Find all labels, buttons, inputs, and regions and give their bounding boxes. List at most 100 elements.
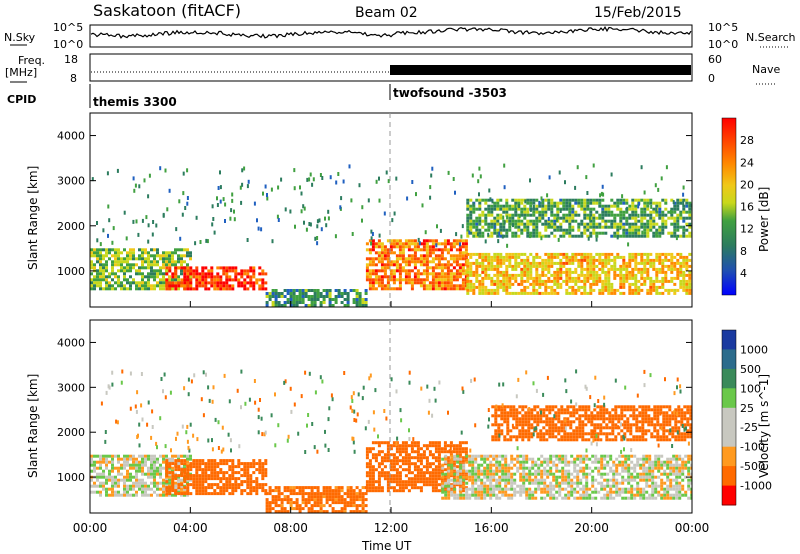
heatmap-cell — [559, 228, 563, 232]
heatmap-cell — [576, 472, 580, 476]
heatmap-cell — [586, 198, 590, 202]
heatmap-cell — [316, 224, 319, 229]
heatmap-cell — [498, 460, 502, 464]
heatmap-cell — [484, 267, 488, 271]
heatmap-cell — [201, 483, 205, 487]
heatmap-cell — [364, 510, 368, 513]
heatmap-cell — [461, 284, 465, 288]
heatmap-cell — [398, 444, 402, 448]
heatmap-cell — [576, 481, 580, 485]
heatmap-cell — [159, 493, 162, 497]
heatmap-cell — [298, 507, 302, 511]
heatmap-cell — [502, 258, 506, 262]
heatmap-cell — [534, 481, 538, 485]
heatmap-cell — [458, 239, 462, 243]
heatmap-cell — [111, 475, 114, 479]
heatmap-cell — [490, 219, 494, 223]
heatmap-cell — [580, 204, 584, 208]
heatmap-cell — [540, 469, 544, 473]
heatmap-cell — [643, 213, 647, 217]
heatmap-cell — [538, 219, 542, 223]
heatmap-cell — [368, 468, 372, 472]
heatmap-cell — [428, 480, 432, 484]
heatmap-cell — [413, 456, 417, 460]
heatmap-cell — [499, 207, 503, 211]
heatmap-cell — [274, 289, 278, 292]
heatmap-cell — [289, 292, 293, 295]
heatmap-cell — [153, 484, 156, 488]
heatmap-cell — [640, 216, 644, 220]
heatmap-cell — [585, 490, 589, 494]
heatmap-cell — [499, 213, 503, 217]
heatmap-cell — [298, 492, 302, 496]
heatmap-cell — [600, 481, 604, 485]
heatmap-cell — [543, 481, 547, 485]
heatmap-cell — [682, 255, 686, 259]
heatmap-cell — [389, 260, 393, 264]
heatmap-cell — [313, 510, 317, 513]
heatmap-cell — [652, 282, 656, 286]
heatmap-cell — [368, 287, 372, 291]
heatmap-cell — [447, 472, 451, 476]
heatmap-cell — [679, 255, 683, 259]
freq-tick-bottom: 8 — [70, 72, 77, 85]
heatmap-cell — [655, 201, 659, 205]
heatmap-cell — [431, 166, 434, 171]
heatmap-cell — [528, 481, 532, 485]
heatmap-cell — [243, 166, 246, 171]
heatmap-cell — [586, 291, 590, 295]
heatmap-cell — [292, 501, 296, 505]
heatmap-cell — [261, 477, 265, 481]
heatmap-cell — [516, 490, 520, 494]
heatmap-cell — [673, 291, 677, 295]
heatmap-cell — [449, 269, 453, 273]
heatmap-cell — [601, 231, 605, 235]
heatmap-cell — [346, 492, 350, 496]
heatmap-cell — [481, 276, 485, 280]
heatmap-cell — [177, 454, 180, 458]
heatmap-cell — [663, 487, 667, 491]
heatmap-cell — [541, 270, 545, 274]
heatmap-cell — [612, 496, 616, 500]
heatmap-cell — [141, 257, 144, 261]
heatmap-cell — [532, 234, 536, 238]
heatmap-cell — [498, 490, 502, 494]
heatmap-cell — [123, 278, 126, 282]
heatmap-cell — [428, 284, 432, 288]
heatmap-cell — [189, 462, 193, 466]
heatmap-cell — [368, 477, 372, 481]
heatmap-cell — [531, 457, 535, 461]
heatmap-cell — [168, 481, 171, 485]
heatmap-cell — [319, 504, 323, 508]
heatmap-cell — [586, 255, 590, 259]
heatmap-cell — [383, 284, 387, 288]
heatmap-cell — [298, 292, 302, 295]
heatmap-cell — [295, 304, 299, 307]
heatmap-cell — [679, 211, 682, 216]
heatmap-cell — [361, 218, 363, 223]
heatmap-cell — [565, 267, 569, 271]
heatmap-cell — [265, 304, 269, 307]
heatmap-cell — [627, 487, 631, 491]
heatmap-cell — [556, 210, 560, 214]
heatmap-cell — [597, 457, 601, 461]
heatmap-cell — [329, 175, 332, 180]
heatmap-cell — [670, 210, 672, 214]
heatmap-cell — [658, 270, 662, 274]
heatmap-cell — [661, 276, 665, 280]
heatmap-cell — [466, 291, 470, 295]
heatmap-cell — [198, 480, 202, 484]
heatmap-cell — [156, 493, 159, 497]
heatmap-cell — [210, 465, 214, 469]
heatmap-cell — [685, 282, 689, 286]
heatmap-cell — [553, 270, 557, 274]
heatmap-cell — [537, 466, 541, 470]
heatmap-cell — [234, 269, 238, 273]
heatmap-cell — [334, 295, 338, 298]
heatmap-cell — [386, 251, 390, 255]
heatmap-cell — [186, 489, 190, 493]
heatmap-cell — [261, 269, 265, 273]
heatmap-cell — [481, 255, 485, 259]
heatmap-cell — [237, 462, 241, 466]
heatmap-cell — [380, 257, 384, 261]
